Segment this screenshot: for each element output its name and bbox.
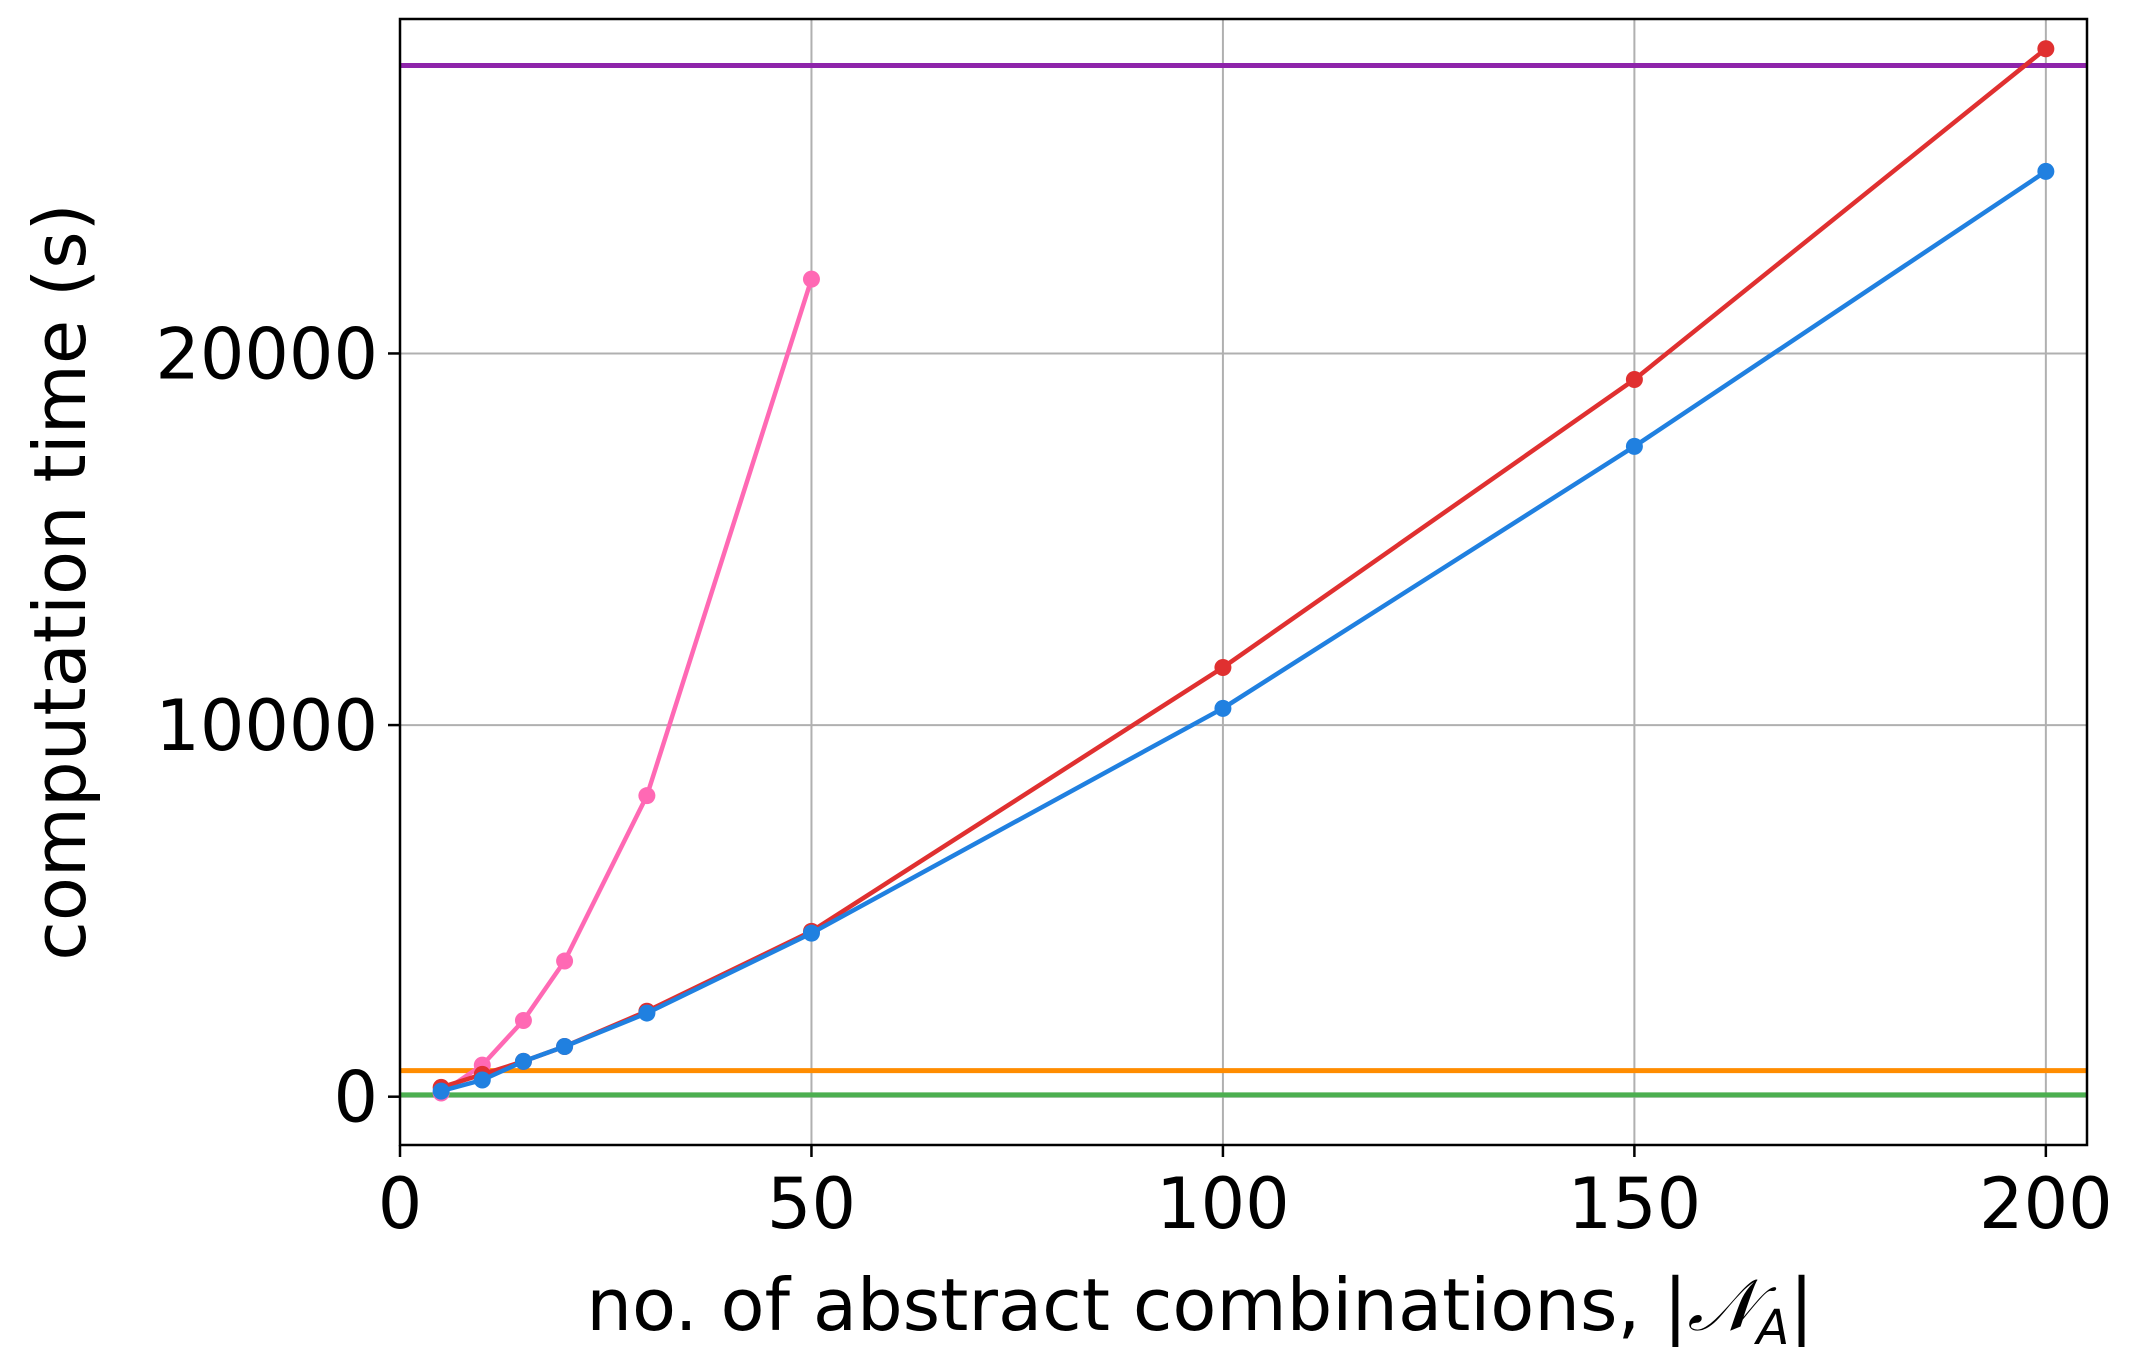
x-tick-label: 150 [1568, 1163, 1702, 1245]
x-tick-label: 0 [378, 1163, 423, 1245]
data-point [514, 1012, 532, 1030]
x-axis-label-main: no. of abstract combinations, | [586, 1263, 1687, 1348]
data-point [638, 787, 656, 805]
data-point [1625, 370, 1643, 388]
reference-lines [400, 62, 2087, 1098]
x-tick-label: 50 [767, 1163, 856, 1245]
series-layer [432, 40, 2055, 1102]
data-point [1214, 658, 1232, 676]
series-line [439, 278, 814, 1095]
data-point [556, 952, 574, 970]
plot-frame [398, 17, 2089, 1147]
y-tick-label: 10000 [155, 685, 378, 767]
data-point [2037, 162, 2055, 180]
x-axis-label-subscript: A [1754, 1300, 1790, 1356]
data-point [473, 1071, 491, 1089]
data-point [802, 924, 820, 942]
tick-layer: 0 50 100 150 200 0 10000 20000 [155, 313, 2112, 1245]
x-tick-label: 200 [1979, 1163, 2113, 1245]
y-tick-label: 0 [333, 1057, 378, 1139]
data-point [2037, 40, 2055, 58]
data-point [802, 270, 820, 288]
series-line [440, 169, 2048, 1094]
data-point [638, 1004, 656, 1022]
series-3 [432, 162, 2055, 1100]
data-point [556, 1038, 574, 1056]
data-point [1214, 699, 1232, 717]
series-2 [432, 40, 2055, 1096]
data-point [514, 1052, 532, 1070]
grid-layer [399, 19, 2087, 1145]
y-tick-label: 20000 [155, 313, 378, 395]
data-point [1625, 437, 1643, 455]
series-line [440, 46, 2048, 1090]
y-axis-label: computation time (s) [18, 203, 102, 961]
x-axis-label-close: | [1789, 1263, 1813, 1348]
data-point [432, 1082, 450, 1100]
series-1 [432, 270, 820, 1102]
x-axis-label: no. of abstract combinations, |𝒩A| [586, 1263, 1813, 1356]
x-tick-label: 100 [1156, 1163, 1290, 1245]
